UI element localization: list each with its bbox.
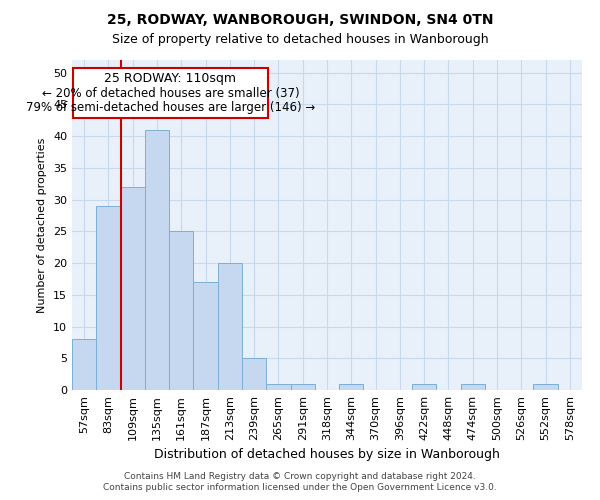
Text: Size of property relative to detached houses in Wanborough: Size of property relative to detached ho… (112, 32, 488, 46)
Bar (218, 263, 242, 390)
Text: ← 20% of detached houses are smaller (37): ← 20% of detached houses are smaller (37… (41, 86, 299, 100)
Bar (242, 358, 266, 390)
Text: 25, RODWAY, WANBOROUGH, SWINDON, SN4 0TN: 25, RODWAY, WANBOROUGH, SWINDON, SN4 0TN (107, 12, 493, 26)
X-axis label: Distribution of detached houses by size in Wanborough: Distribution of detached houses by size … (154, 448, 500, 462)
Bar (412, 384, 436, 390)
Bar (96, 206, 121, 390)
Bar (533, 384, 558, 390)
Bar (193, 282, 218, 390)
Bar (461, 384, 485, 390)
Text: Contains HM Land Registry data © Crown copyright and database right 2024.: Contains HM Land Registry data © Crown c… (124, 472, 476, 481)
Text: 25 RODWAY: 110sqm: 25 RODWAY: 110sqm (104, 72, 236, 86)
Bar (290, 384, 315, 390)
Text: Contains public sector information licensed under the Open Government Licence v3: Contains public sector information licen… (103, 484, 497, 492)
Y-axis label: Number of detached properties: Number of detached properties (37, 138, 47, 312)
FancyBboxPatch shape (73, 68, 268, 118)
Bar (145, 130, 169, 390)
Bar (121, 187, 145, 390)
Bar (169, 232, 193, 390)
Bar (266, 384, 290, 390)
Bar (339, 384, 364, 390)
Bar (72, 339, 96, 390)
Text: 79% of semi-detached houses are larger (146) →: 79% of semi-detached houses are larger (… (26, 100, 315, 114)
